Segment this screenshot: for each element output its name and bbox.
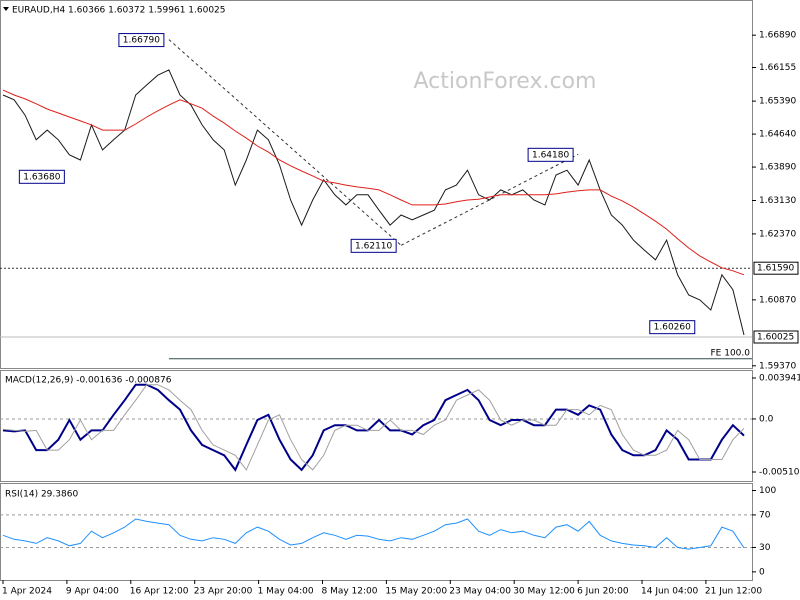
- y-tick-label: 0: [759, 567, 765, 577]
- x-tick-label: 9 Apr 04:00: [66, 587, 119, 597]
- pivot-box: [118, 33, 165, 48]
- y-tick-label: 0.0: [759, 414, 774, 424]
- x-tick-label: 1 May 04:00: [258, 587, 314, 597]
- price-tag-label: 1.60025: [757, 333, 794, 343]
- panel-title: RSI(14) 29.3860: [5, 490, 78, 500]
- y-tick-label: 1.65390: [759, 97, 796, 107]
- menu-arrow: [3, 7, 9, 11]
- fibonacci-label: FE 100.0: [711, 348, 751, 358]
- y-tick-label: 30: [759, 543, 771, 553]
- x-tick-label: 21 Jun 12:00: [705, 587, 762, 597]
- pivot-label: 1.66790: [123, 36, 160, 46]
- pivot-label: 1.64180: [532, 150, 569, 160]
- series-line: [2, 384, 745, 471]
- x-tick-label: 23 May 04:00: [449, 587, 511, 597]
- y-tick-label: 1.66155: [759, 63, 796, 73]
- y-tick-label: 1.66890: [759, 31, 796, 41]
- pivot-label: 1.63680: [23, 172, 60, 182]
- watermark: ActionForex.com: [414, 69, 597, 94]
- pivot-box: [527, 147, 574, 162]
- pivot-box: [18, 169, 65, 184]
- x-tick-label: 6 Jun 20:00: [577, 587, 629, 597]
- y-tick-label: 1.63130: [759, 196, 796, 206]
- y-tick-label: -0.005103: [759, 467, 800, 477]
- macd-panel: [0, 370, 753, 482]
- y-tick-label: 1.63890: [759, 163, 796, 173]
- series-line: [2, 383, 745, 472]
- y-tick-label: 70: [759, 510, 771, 520]
- trend-line: [168, 39, 402, 246]
- y-tick-label: 1.59370: [759, 361, 796, 371]
- rsi-panel: [0, 483, 753, 581]
- pivot-box: [649, 320, 696, 335]
- x-tick-label: 30 May 12:00: [513, 587, 575, 597]
- price-panel: [0, 0, 753, 369]
- price-tag: [753, 261, 799, 275]
- y-tick-label: 0.003941: [759, 373, 800, 383]
- panel-title: MACD(12,26,9) -0.001636 -0.000876: [5, 376, 172, 386]
- y-tick-label: 100: [759, 486, 776, 496]
- x-tick-label: 8 May 12:00: [322, 587, 378, 597]
- series-line: [2, 89, 745, 276]
- x-tick-label: 14 Jun 04:00: [641, 587, 698, 597]
- y-tick-label: 1.62370: [759, 229, 796, 239]
- price-tag-label: 1.61590: [757, 264, 794, 274]
- x-tick-label: 1 Apr 2024: [2, 587, 52, 597]
- x-tick-label: 15 May 20:00: [385, 587, 447, 597]
- y-tick-label: 1.60870: [759, 295, 796, 305]
- panel-title: EURAUD,H4 1.60366 1.60372 1.59961 1.6002…: [12, 6, 226, 16]
- series-line: [2, 518, 745, 550]
- x-tick-label: 23 Apr 20:00: [194, 587, 253, 597]
- price-tag: [753, 330, 799, 344]
- pivot-label: 1.62110: [355, 241, 392, 251]
- x-tick-label: 16 Apr 12:00: [130, 587, 189, 597]
- pivot-box: [350, 238, 397, 253]
- pivot-label: 1.60260: [654, 323, 691, 333]
- series-line: [2, 69, 745, 336]
- y-tick-label: 1.64640: [759, 130, 796, 140]
